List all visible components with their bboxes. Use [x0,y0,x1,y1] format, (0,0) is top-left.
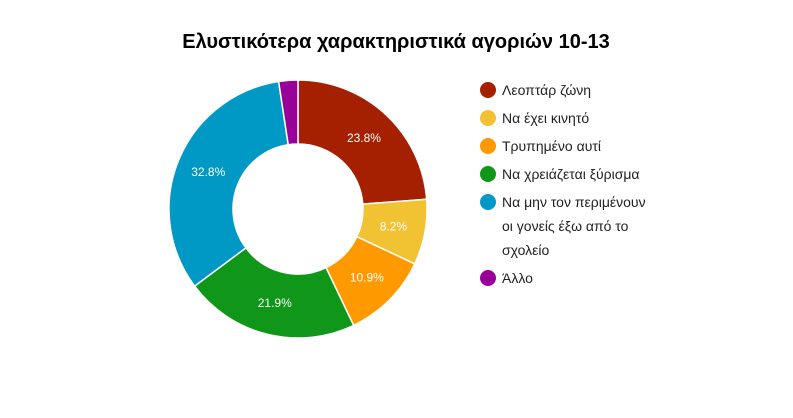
slice [297,79,428,205]
slice-label: 8.2% [380,220,408,234]
slice [193,246,355,339]
legend-swatch [480,110,496,126]
slice-label: 10.9% [350,270,384,284]
legend-label: Λεοπτάρ ζώνη [502,82,592,98]
slice-label: 23.8% [347,131,381,145]
legend-label: Να μην τον περιμένουν οι γονείς έξω από … [502,194,646,258]
legend-swatch [480,270,496,286]
legend-item: Να χρειάζεται ξύρισμα [480,162,650,186]
slice-label: 21.9% [258,296,292,310]
legend-label: Να έχει κινητό [502,110,590,126]
legend-label: Τρυπημένο αυτί [502,138,601,154]
legend-swatch [480,194,496,210]
legend-swatch [480,82,496,98]
legend-item: Λεοπτάρ ζώνη [480,78,650,102]
legend-item: Τρυπημένο αυτί [480,134,650,158]
slice [277,79,299,146]
legend-swatch [480,166,496,182]
legend: Λεοπτάρ ζώνη Να έχει κινητό Τρυπημένο αυτί… [480,78,650,294]
legend-label: Να χρειάζεται ξύρισμα [502,166,640,182]
legend-item: Να έχει κινητό [480,106,650,130]
chart-title: Ελυστικότερα χαρακτηριστικά αγοριών 10-1… [182,31,610,53]
slice-label: 32.8% [191,165,225,179]
legend-item: Άλλο [480,266,650,290]
legend-swatch [480,138,496,154]
legend-label: Άλλο [502,270,533,286]
slice [168,80,290,288]
legend-item: Να μην τον περιμένουν οι γονείς έξω από … [480,190,650,262]
